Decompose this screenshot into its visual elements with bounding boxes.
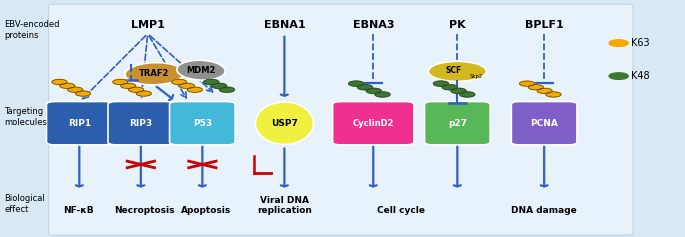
Text: Viral DNA
replication: Viral DNA replication [257,196,312,215]
Circle shape [460,92,475,97]
Circle shape [129,87,144,92]
Circle shape [203,79,219,85]
Circle shape [528,85,543,90]
Circle shape [212,83,227,88]
Circle shape [546,92,561,97]
Text: Biological
effect: Biological effect [4,194,45,214]
Circle shape [113,79,128,85]
Circle shape [187,87,202,92]
FancyBboxPatch shape [170,101,235,145]
Circle shape [136,91,151,96]
Text: Apoptosis: Apoptosis [181,206,231,215]
Ellipse shape [428,61,486,81]
Circle shape [609,73,628,79]
FancyBboxPatch shape [333,101,414,145]
Text: K63: K63 [631,38,649,48]
Circle shape [366,88,382,93]
Text: BPLF1: BPLF1 [525,20,564,30]
Text: Skp2: Skp2 [470,74,483,79]
Text: SCF: SCF [446,66,462,75]
Text: LMP1: LMP1 [131,20,164,30]
Text: CyclinD2: CyclinD2 [353,119,394,128]
Circle shape [349,81,364,86]
Text: Necroptosis: Necroptosis [114,206,175,215]
Circle shape [537,88,552,93]
Text: K48: K48 [631,71,649,81]
Text: PK: PK [449,20,466,30]
FancyBboxPatch shape [49,4,633,235]
Text: P53: P53 [192,119,212,128]
Circle shape [609,40,628,46]
Text: p27: p27 [448,119,467,128]
Text: EBV-encoded
proteins: EBV-encoded proteins [4,19,60,40]
Circle shape [172,79,186,85]
FancyBboxPatch shape [425,101,490,145]
Circle shape [451,88,466,93]
Text: MDM2: MDM2 [186,66,216,75]
Ellipse shape [177,60,225,80]
Circle shape [434,81,449,86]
Text: Cell cycle: Cell cycle [377,206,425,215]
Circle shape [443,85,458,90]
Text: DNA damage: DNA damage [511,206,577,215]
Circle shape [68,87,83,92]
Circle shape [52,79,67,85]
Circle shape [75,91,90,96]
Text: NF-κB: NF-κB [62,206,93,215]
Ellipse shape [125,63,184,85]
Ellipse shape [256,102,314,144]
Circle shape [219,87,234,92]
FancyBboxPatch shape [108,101,174,145]
FancyBboxPatch shape [511,101,577,145]
Circle shape [358,85,373,90]
Text: EBNA1: EBNA1 [264,20,306,30]
Circle shape [519,81,534,86]
Text: RIP1: RIP1 [68,119,91,128]
Text: PCNA: PCNA [530,119,558,128]
Text: USP7: USP7 [271,119,298,128]
Text: Targeting
molecules: Targeting molecules [4,107,47,127]
FancyBboxPatch shape [47,101,112,145]
Circle shape [121,83,136,88]
Circle shape [375,92,390,97]
Text: EBNA3: EBNA3 [353,20,394,30]
Text: TRAF2: TRAF2 [139,69,170,78]
Circle shape [60,83,75,88]
Circle shape [179,83,195,88]
Text: RIP3: RIP3 [129,119,152,128]
